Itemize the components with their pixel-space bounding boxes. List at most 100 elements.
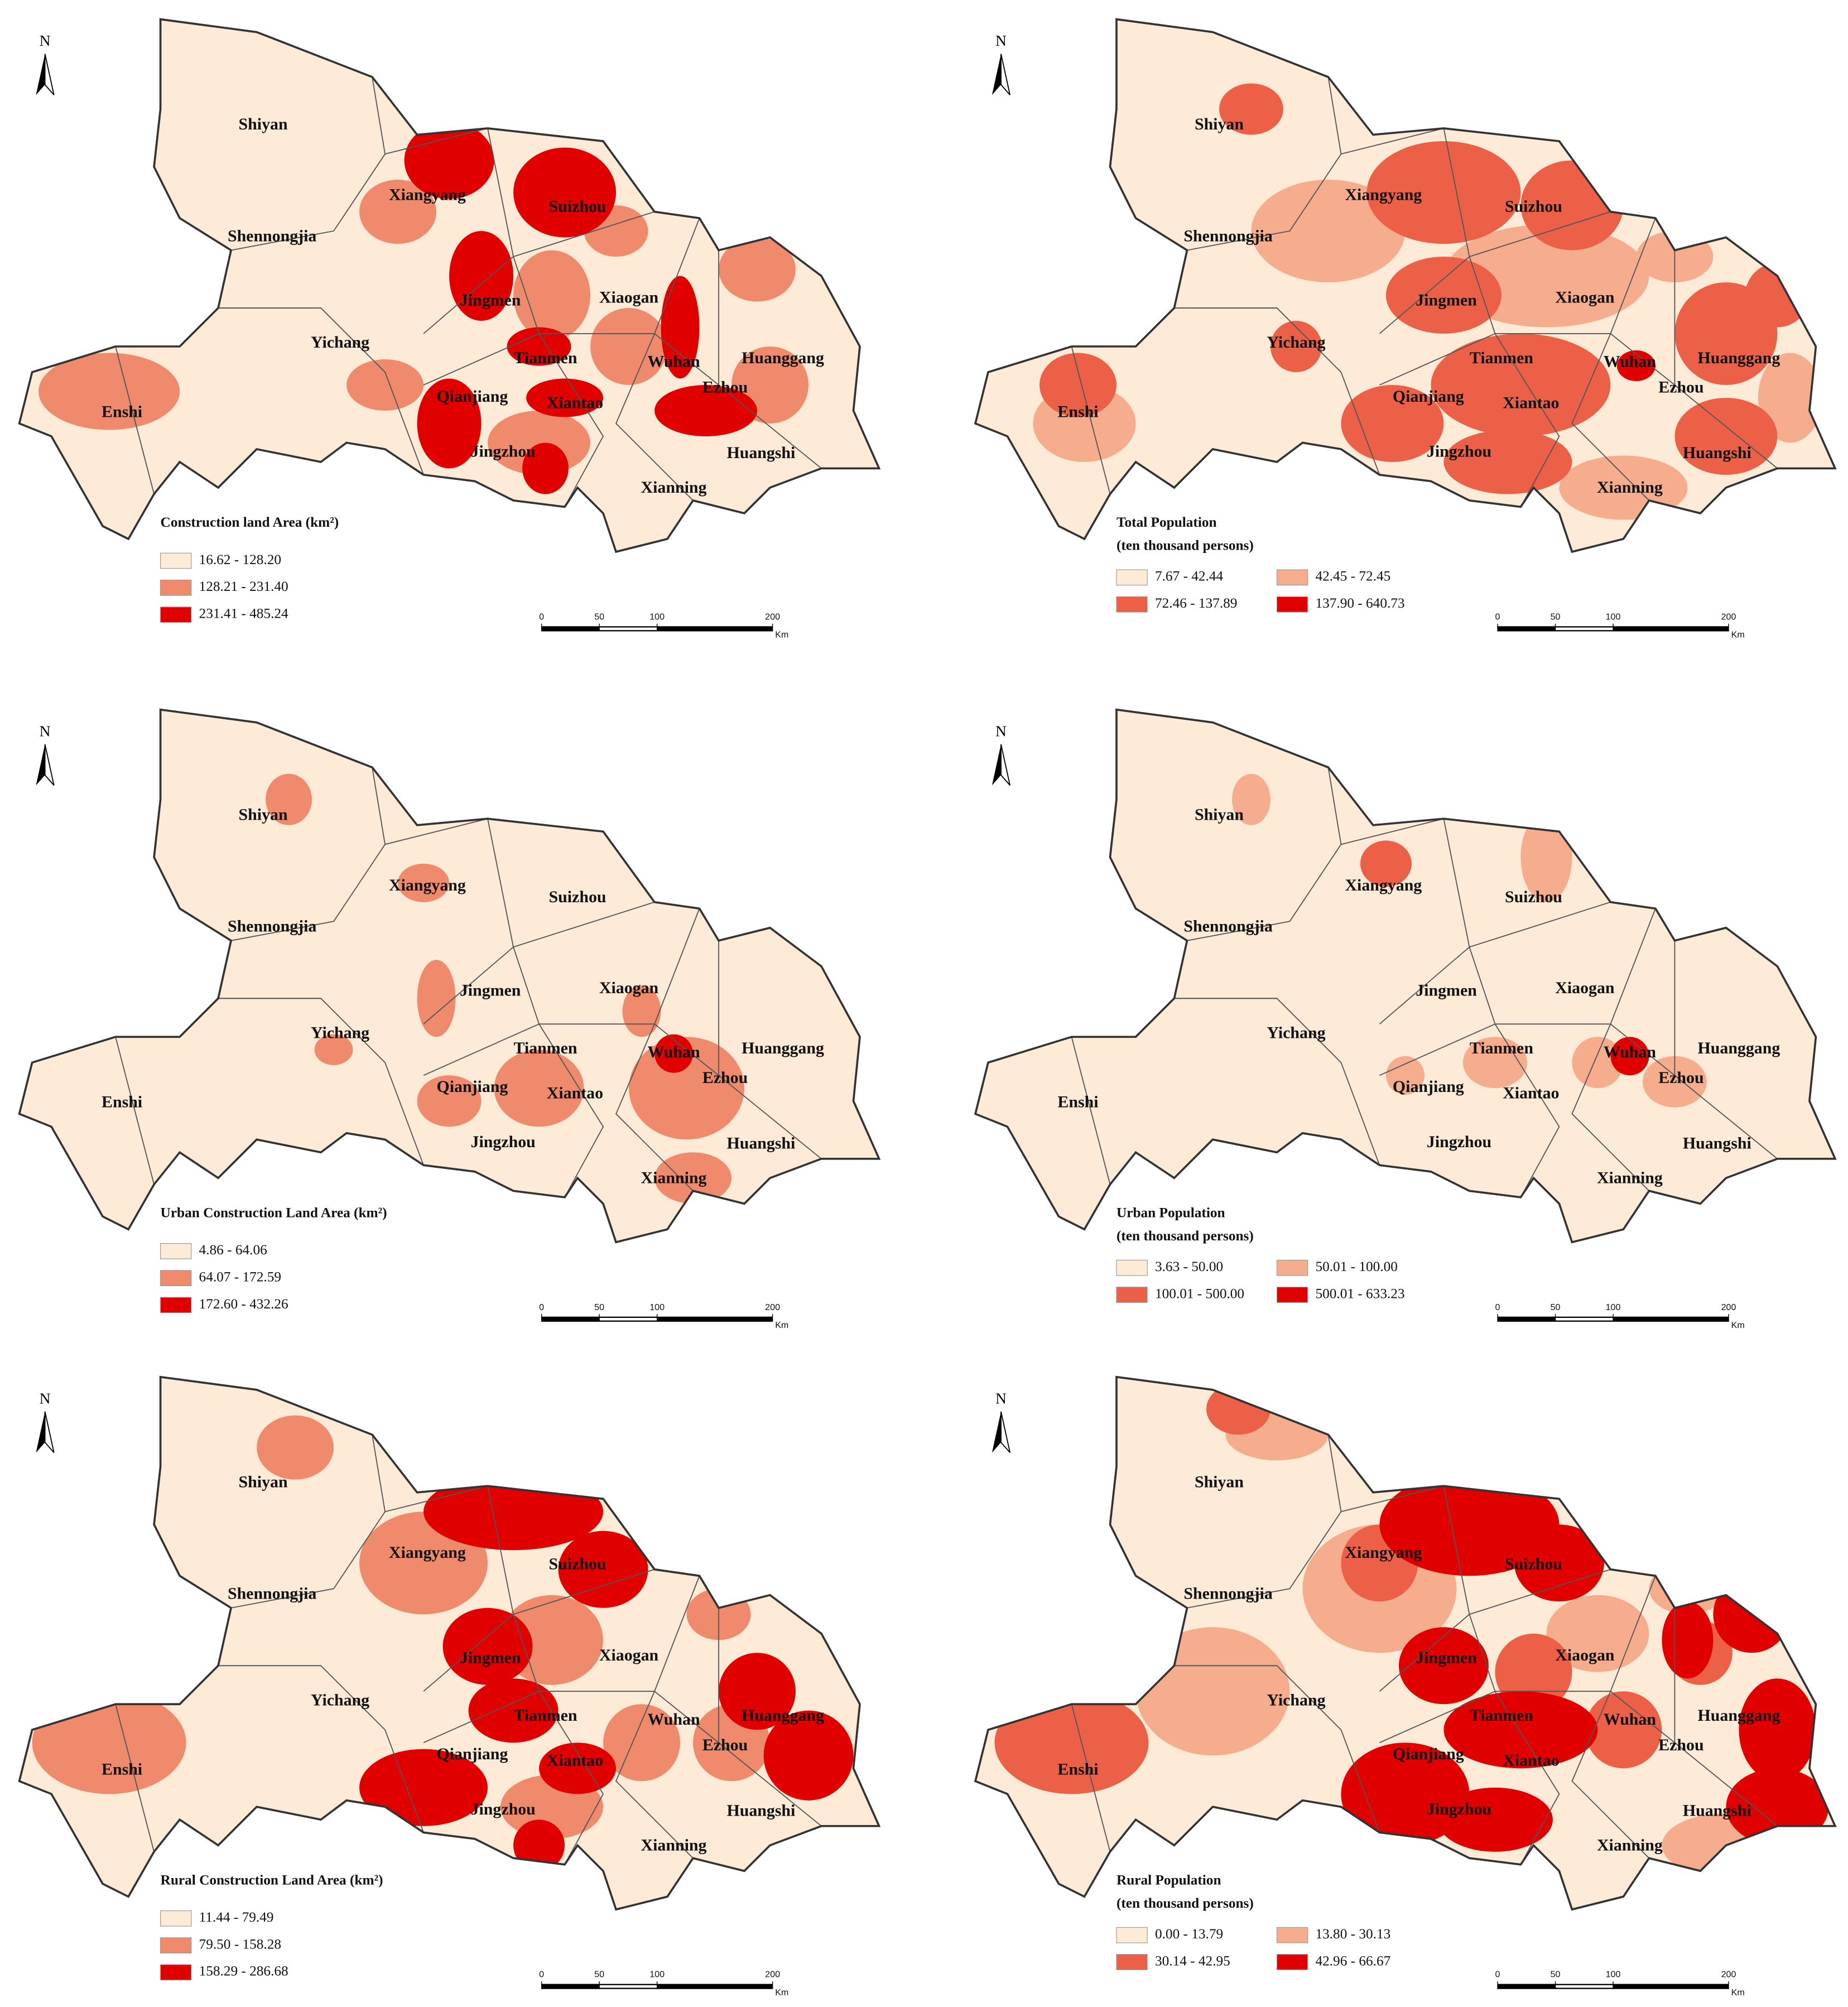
legend-swatch	[1116, 1954, 1148, 1970]
legend-swatch	[1276, 1954, 1308, 1970]
border	[115, 1703, 155, 1852]
scale-tick-label: 0	[1495, 612, 1500, 622]
border	[1494, 1023, 1560, 1198]
legend-title: Construction land Area (km²)	[161, 514, 339, 530]
legend-label: 50.01 - 100.00	[1315, 1259, 1397, 1274]
city-label: Tianmen	[1470, 349, 1533, 367]
scale-tick-label: 0	[539, 1970, 544, 1980]
city-label: Jingmen	[460, 981, 521, 1000]
border	[615, 1023, 694, 1191]
legend-title: Rural Construction Land Area (km²)	[161, 1872, 383, 1888]
city-label: Yichang	[311, 1691, 369, 1709]
city-label: Wuhan	[1604, 1710, 1657, 1729]
legend-label: 16.62 - 128.20	[199, 552, 281, 567]
legend-label: 0.00 - 13.79	[1155, 1926, 1223, 1942]
city-label: Shennongjia	[1183, 917, 1272, 936]
legend-swatch	[160, 552, 192, 569]
legend-label: 7.67 - 42.44	[1155, 569, 1224, 584]
scale-tick-label: 200	[1721, 1302, 1736, 1312]
legend-label: 11.44 - 79.49	[199, 1909, 274, 1925]
scale-unit: Km	[775, 1987, 788, 1998]
scale-tick-label: 200	[765, 1302, 780, 1312]
legend-swatch	[160, 1937, 192, 1953]
city-label: Jingzhou	[471, 442, 536, 461]
legend-title: (ten thousand persons)	[1116, 1895, 1254, 1911]
region	[539, 1743, 617, 1794]
region	[1270, 320, 1322, 372]
north-label: N	[40, 32, 51, 49]
north-arrow	[1000, 54, 1010, 95]
region	[1341, 1743, 1470, 1846]
city-label: Huangshi	[1683, 444, 1751, 462]
scale-bar-segment	[1555, 1317, 1614, 1321]
region	[1431, 333, 1611, 436]
border	[1379, 1023, 1495, 1076]
regions	[38, 122, 809, 494]
legend-swatch	[1116, 1287, 1148, 1303]
city-label: Suizhou	[549, 1555, 607, 1573]
region	[38, 353, 180, 430]
city-label: Yichang	[311, 1024, 369, 1042]
city-label: Xiangyang	[389, 186, 466, 204]
region	[526, 378, 604, 417]
regions	[1231, 773, 1707, 1108]
legend-swatch	[1276, 596, 1308, 613]
legend-label: 137.90 - 640.73	[1315, 595, 1404, 611]
border	[1494, 1691, 1560, 1865]
city-label: Xianning	[641, 1168, 707, 1187]
border	[1341, 1485, 1444, 1513]
legend-swatch	[1116, 569, 1148, 586]
region	[1546, 1595, 1649, 1672]
scale-tick-label: 100	[649, 1302, 665, 1312]
region	[1662, 1601, 1714, 1679]
city-label: Huanggang	[742, 1706, 824, 1725]
city-label: Jingzhou	[1427, 1800, 1491, 1818]
city-label: Jingzhou	[471, 1133, 536, 1151]
north-arrow	[1000, 1411, 1010, 1453]
border	[230, 1435, 386, 1609]
north-arrow	[1000, 744, 1010, 786]
city-label: Tianmen	[514, 1706, 578, 1725]
region	[763, 1710, 854, 1801]
legend-swatch	[1276, 1927, 1308, 1943]
legend-swatch	[1276, 569, 1308, 586]
region	[417, 378, 482, 469]
north-arrow	[992, 744, 1001, 786]
border	[384, 1485, 488, 1513]
north-arrow	[44, 744, 55, 786]
region	[719, 237, 796, 302]
north-label: N	[995, 32, 1007, 49]
border	[423, 1023, 540, 1076]
region	[314, 1034, 353, 1065]
border	[1469, 218, 1656, 334]
region	[1251, 179, 1406, 282]
scale-unit: Km	[1731, 630, 1745, 640]
legend-label: 3.63 - 50.00	[1155, 1259, 1223, 1274]
region	[1385, 256, 1502, 334]
city-label: Ezhou	[702, 1736, 748, 1754]
city-label: Qianjiang	[437, 1745, 508, 1763]
region	[1758, 353, 1822, 443]
city-label: Wuhan	[647, 1043, 700, 1061]
region	[1385, 1056, 1424, 1095]
border	[384, 128, 488, 155]
city-label: Qianjiang	[437, 387, 508, 406]
map-panel: Shiyan Xiangyang Suizhou Shennongjia Jingmen…	[974, 1375, 1837, 1998]
legend-title: Urban Population	[1116, 1205, 1225, 1220]
legend-label: 30.14 - 42.95	[1155, 1953, 1230, 1969]
region	[1585, 1691, 1662, 1769]
map-panel: Shiyan Xiangyang Suizhou Shennongjia Jingmen…	[18, 1375, 881, 1998]
scale-tick-label: 100	[1606, 1970, 1621, 1980]
city-label: Xiangyang	[1345, 876, 1422, 894]
province-outline	[18, 708, 881, 1244]
city-label: Enshi	[1057, 1760, 1098, 1779]
region	[257, 1415, 334, 1480]
city-label: Ezhou	[702, 378, 748, 397]
region	[404, 122, 494, 199]
region	[1520, 812, 1572, 902]
legend-swatch	[160, 1243, 192, 1259]
region	[522, 442, 569, 494]
city-label: Xianning	[1597, 1168, 1663, 1187]
city-label: Qianjiang	[1393, 387, 1464, 406]
city-label: Wuhan	[1604, 1043, 1657, 1061]
